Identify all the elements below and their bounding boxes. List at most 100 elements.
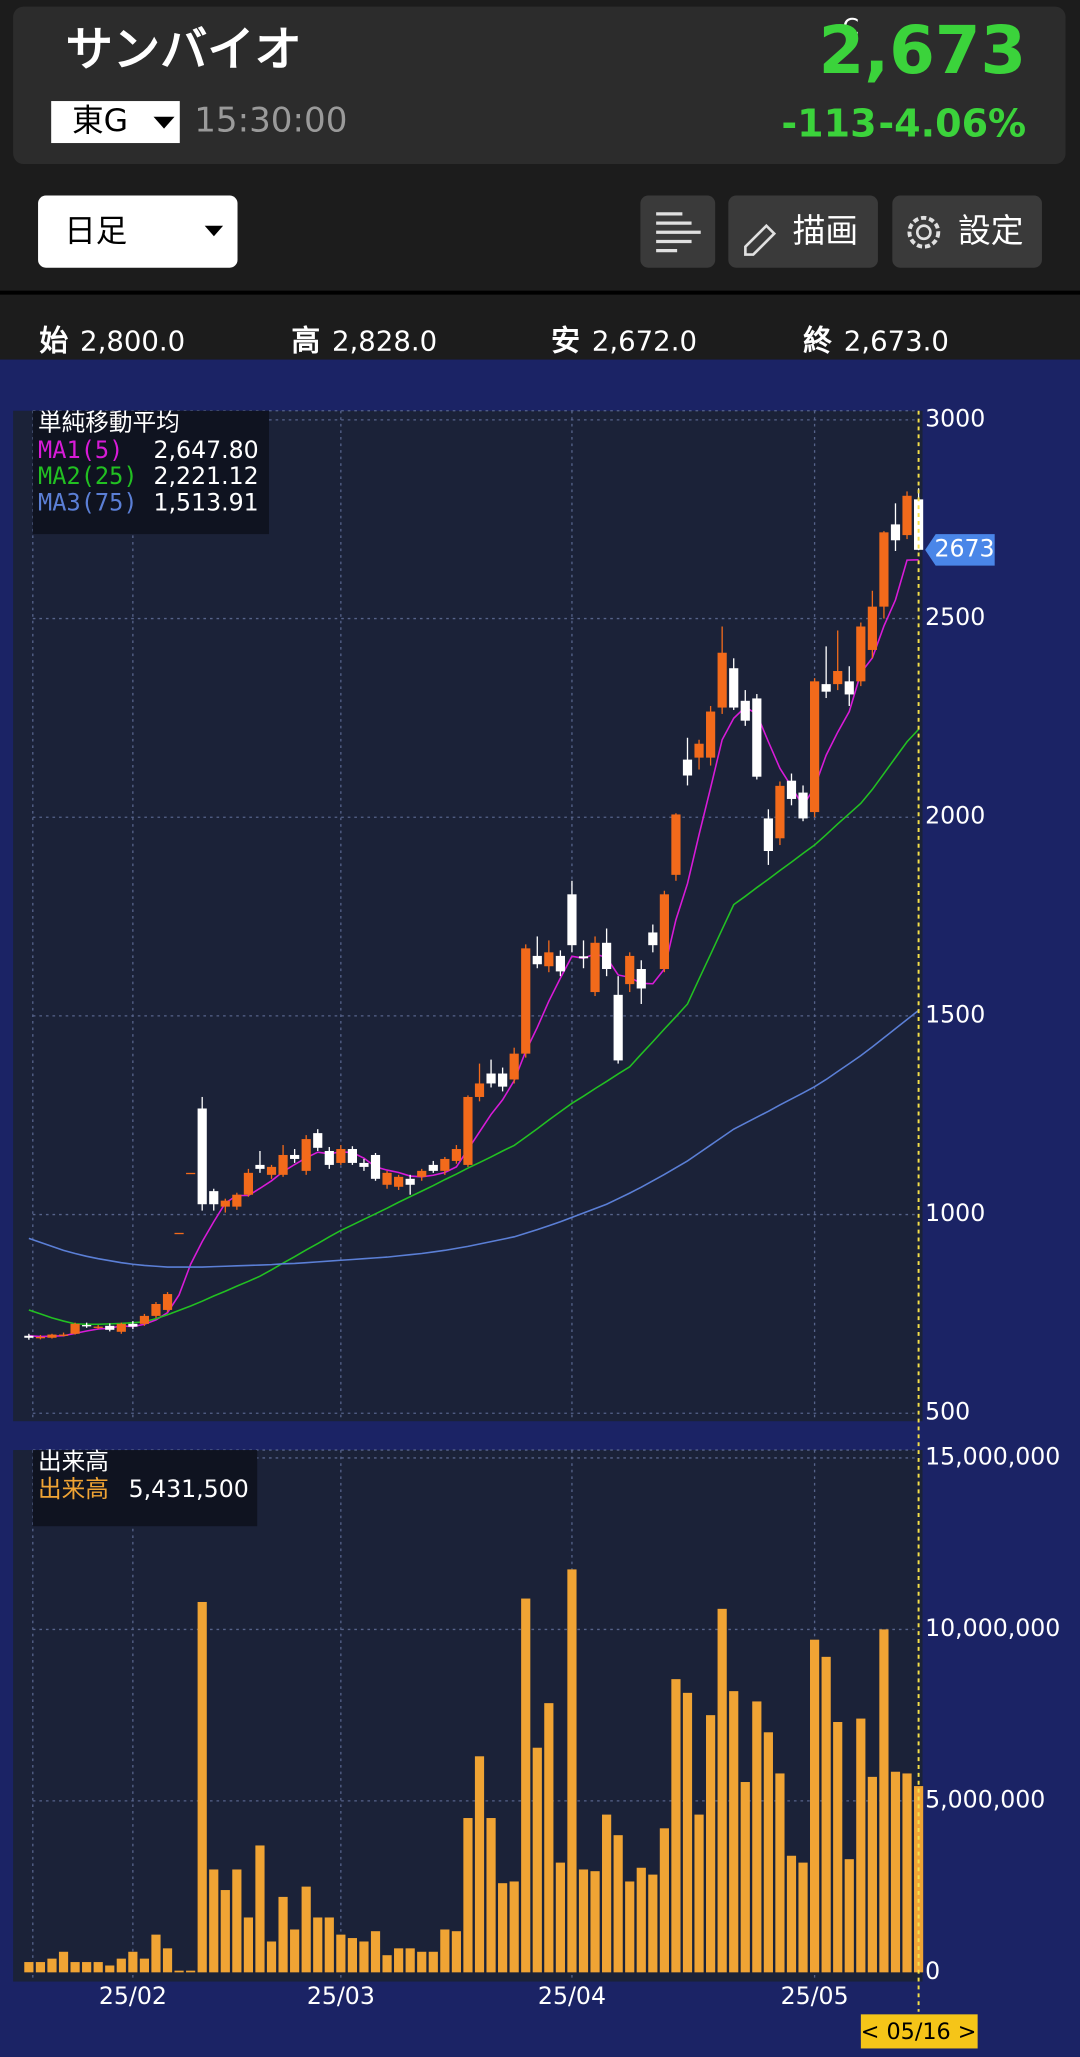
volume-bar [186,1970,196,1973]
volume-bar [139,1958,150,1973]
change-pct: -4.06% [878,101,1026,145]
candle-body [394,1176,404,1187]
candle-body [116,1323,126,1332]
ma-legend-value: 1,513.91 [154,488,259,516]
time: 15:30:00 [194,101,347,141]
volume-bar [151,1934,161,1973]
ma-legend-bg [32,410,270,535]
candle-body [474,1083,485,1097]
volume-legend-name: 出来高 [38,1475,109,1503]
candle-body [151,1303,161,1316]
candle-body [278,1154,288,1175]
volume-bar [636,1867,646,1973]
period-select[interactable] [38,195,238,268]
price-tag [925,534,995,566]
volume-bar [105,1965,115,1973]
candle-body [24,1335,34,1338]
candle-body [555,955,565,972]
volume-tick-label: 5,000,000 [925,1785,1045,1813]
candle-body [602,942,612,970]
candle-body [625,955,635,985]
candle-body [752,698,762,777]
volume-bar [47,1958,57,1973]
candle-body [440,1158,450,1171]
period: 日足 [64,213,127,249]
close-label: 終 [803,324,832,358]
volume-bar [70,1962,80,1973]
volume-bar [671,1679,681,1973]
candle-body [648,932,658,946]
volume-bar [128,1951,138,1973]
candle-body [428,1164,438,1171]
price: 2,673 [819,13,1027,89]
candle-body [186,1172,196,1175]
volume-bar [394,1948,404,1973]
candle-body [659,894,669,970]
candle-body [706,711,716,758]
volume-bar [890,1771,901,1973]
volume-bar [82,1962,92,1973]
candle-body [162,1294,173,1310]
volume-bar [602,1814,612,1973]
volume-bar [578,1869,589,1973]
volume-bar [509,1881,519,1973]
draw-button[interactable] [728,195,878,268]
volume-bar [590,1871,600,1973]
x-tick-label: 25/02 [99,1982,167,2010]
volume-bar [740,1782,750,1973]
candle-body [382,1172,392,1185]
candle-body [463,1096,473,1165]
candle-body [336,1149,346,1163]
candle-body [671,814,681,875]
volume-bar [209,1869,219,1973]
ma-line [28,728,920,1326]
y-tick-label: 500 [925,1398,970,1426]
settings-button[interactable] [892,195,1042,268]
candle-body [232,1194,242,1207]
volume-bar [324,1917,334,1973]
volume-bar [775,1773,785,1973]
volume-bar [567,1569,577,1973]
volume-bar [255,1845,265,1973]
ma-legend-name: MA3(75) [38,488,138,516]
candle-body [139,1315,150,1324]
draw-label: 描画 [793,212,859,250]
candle-body [243,1172,254,1195]
candle-body [833,671,843,685]
candle-body [35,1336,46,1339]
volume-bar [336,1934,346,1973]
y-tick-label: 1000 [925,1199,985,1227]
volume-bar [786,1855,797,1973]
candle-body [694,743,704,758]
price-flag: C [842,13,859,41]
ma-line [28,1009,920,1268]
volume-bar [544,1703,554,1973]
y-tick-label: 2500 [925,603,985,631]
volume-bar [821,1656,831,1973]
candle-body [717,652,727,708]
ma-legend-title: 単純移動平均 [38,408,180,436]
x-tick-label: 25/03 [307,1982,375,2010]
candle-body [532,955,542,965]
candle-body [347,1149,357,1163]
ma-legend-value: 2,647.80 [154,436,259,464]
volume-bar [879,1629,889,1973]
volume-bar [694,1814,704,1973]
volume-bar [93,1962,103,1973]
volume-bars [24,1569,924,1973]
volume-bar [197,1601,207,1973]
dropdown-arrow [153,116,175,129]
candle-body [867,606,877,650]
volume-bar [290,1929,300,1973]
volume-bar [162,1948,173,1973]
volume-bar [220,1890,230,1973]
volume-bar [301,1886,311,1973]
candle-body [359,1162,369,1167]
candle-body [578,956,589,959]
candle-body [255,1164,265,1169]
candle-body [47,1334,57,1338]
candle-body [636,969,646,989]
volume-bar [555,1862,565,1973]
volume-bar [844,1859,854,1973]
candle-body [197,1108,207,1205]
